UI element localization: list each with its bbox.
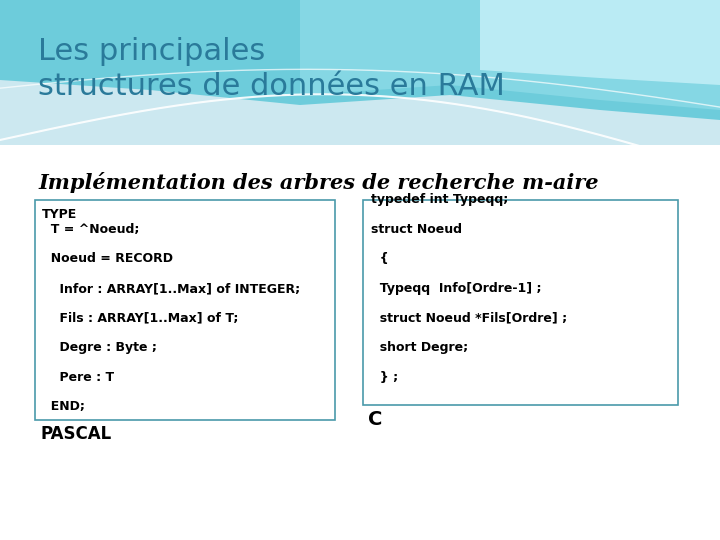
Text: {: { xyxy=(371,252,389,265)
Text: } ;: } ; xyxy=(371,370,398,383)
Text: Pere : T: Pere : T xyxy=(42,371,114,384)
Text: struct Noeud: struct Noeud xyxy=(371,222,462,235)
Text: typedef int Typeqq;: typedef int Typeqq; xyxy=(371,193,508,206)
Text: Typeqq  Info[Ordre-1] ;: Typeqq Info[Ordre-1] ; xyxy=(371,282,541,295)
Text: END;: END; xyxy=(42,400,85,414)
Bar xyxy=(0,0,720,145)
Text: Implémentation des arbres de recherche m-aire: Implémentation des arbres de recherche m… xyxy=(38,172,598,193)
Text: C: C xyxy=(368,410,382,429)
Text: Degre : Byte ;: Degre : Byte ; xyxy=(42,341,157,354)
Text: T = ^Noeud;: T = ^Noeud; xyxy=(42,223,140,236)
Text: Fils : ARRAY[1..Max] of T;: Fils : ARRAY[1..Max] of T; xyxy=(42,312,238,325)
Text: Noeud = RECORD: Noeud = RECORD xyxy=(42,252,173,265)
Text: Les principales: Les principales xyxy=(38,37,265,66)
Polygon shape xyxy=(480,0,720,85)
Text: PASCAL: PASCAL xyxy=(40,425,112,443)
Text: TYPE: TYPE xyxy=(42,208,77,221)
Text: struct Noeud *Fils[Ordre] ;: struct Noeud *Fils[Ordre] ; xyxy=(371,312,567,325)
Polygon shape xyxy=(300,0,720,110)
Text: Infor : ARRAY[1..Max] of INTEGER;: Infor : ARRAY[1..Max] of INTEGER; xyxy=(42,282,300,295)
Bar xyxy=(35,200,335,420)
Bar xyxy=(363,200,678,405)
Text: short Degre;: short Degre; xyxy=(371,341,468,354)
Text: structures de données en RAM: structures de données en RAM xyxy=(38,72,505,101)
Polygon shape xyxy=(0,0,720,120)
